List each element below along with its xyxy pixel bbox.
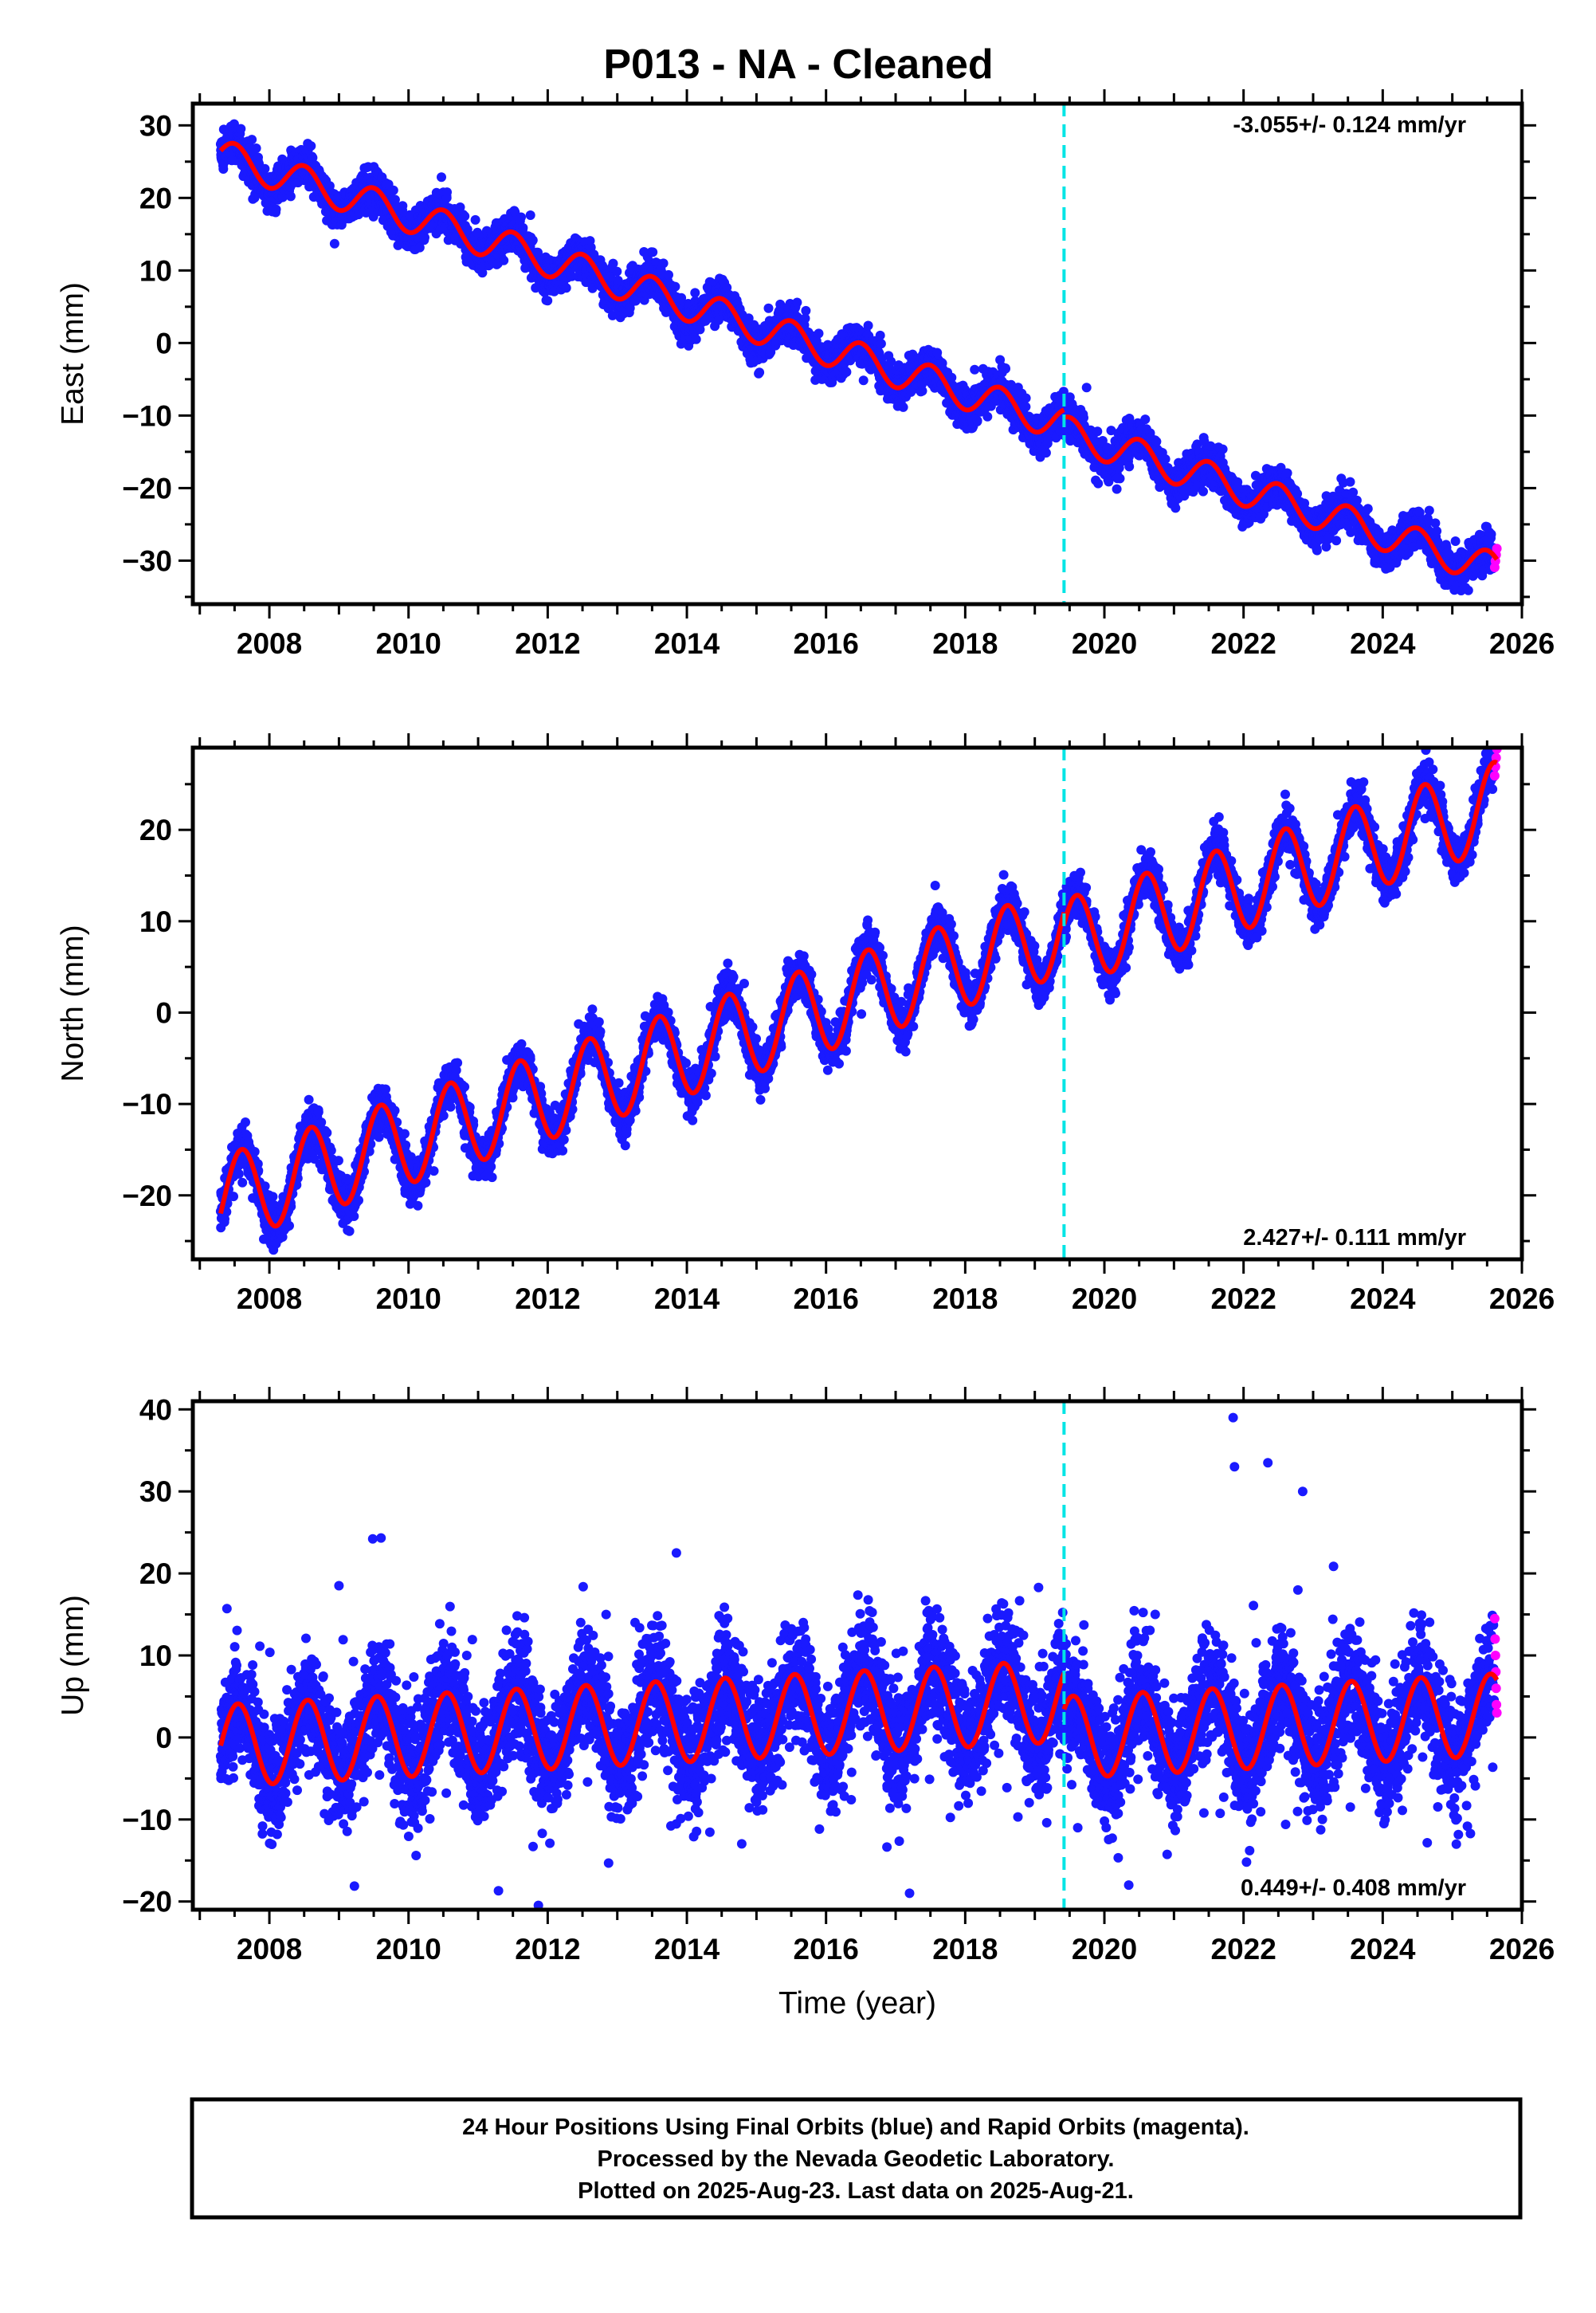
final-orbit-point xyxy=(260,163,270,174)
final-orbit-point xyxy=(972,415,982,426)
final-orbit-point xyxy=(247,135,257,145)
final-orbit-point xyxy=(236,124,246,134)
final-orbit-point xyxy=(561,283,571,293)
final-orbit-point xyxy=(1021,393,1031,403)
final-orbit-point xyxy=(470,214,480,225)
final-orbit-point xyxy=(801,305,811,316)
final-orbit-point xyxy=(455,202,465,212)
final-orbit-point xyxy=(670,281,680,292)
final-orbit-point xyxy=(1021,402,1031,412)
final-orbit-point xyxy=(1001,363,1010,374)
final-orbit-point xyxy=(664,269,673,280)
final-orbit-point xyxy=(285,191,296,202)
final-orbit-point xyxy=(518,222,528,233)
final-orbit-point xyxy=(437,172,446,183)
final-orbit-point xyxy=(414,242,425,253)
final-orbit-point xyxy=(306,141,316,151)
final-orbit-point xyxy=(691,334,701,344)
final-orbit-point xyxy=(460,211,470,222)
final-orbit-point xyxy=(1140,414,1151,425)
plot-area xyxy=(215,104,1502,604)
east-panel: 2008 2010 2012 2014 2016 2018 2020 2022 2024 2026… xyxy=(56,89,1555,660)
final-orbit-point xyxy=(499,255,509,265)
final-orbit-point xyxy=(525,210,535,220)
final-orbit-point xyxy=(398,201,408,211)
final-orbit-point xyxy=(648,247,658,257)
final-orbit-point xyxy=(329,238,339,249)
final-orbit-point xyxy=(308,152,318,163)
final-orbit-point xyxy=(543,296,553,306)
final-orbit-point xyxy=(898,402,908,412)
final-orbit-point xyxy=(814,328,824,339)
final-orbit-point xyxy=(271,204,281,214)
final-orbit-point xyxy=(420,233,429,242)
final-orbit-point xyxy=(863,320,873,331)
figure-title: P013 - NA - Cleaned xyxy=(603,41,993,88)
final-orbit-point xyxy=(516,212,526,222)
final-orbit-point xyxy=(1124,461,1135,472)
final-orbit-point xyxy=(388,185,398,195)
final-orbit-point xyxy=(1160,454,1171,464)
final-orbit-point xyxy=(755,367,765,378)
final-orbit-point xyxy=(1041,448,1051,458)
final-orbit-point xyxy=(1115,473,1125,484)
final-orbit-point xyxy=(792,297,802,308)
final-orbit-point xyxy=(527,235,538,245)
final-orbit-point xyxy=(658,258,669,269)
final-orbit-point xyxy=(875,330,885,340)
final-orbit-point xyxy=(1092,426,1103,437)
final-orbit-point xyxy=(982,411,993,422)
final-orbit-point xyxy=(442,187,452,198)
final-orbit-point xyxy=(612,266,622,277)
final-orbit-point xyxy=(841,367,852,377)
final-orbit-point xyxy=(876,339,886,349)
final-orbit-point xyxy=(1093,478,1104,489)
final-orbit-point xyxy=(218,164,229,174)
final-orbit-point xyxy=(917,386,927,396)
final-orbit-point xyxy=(251,143,261,153)
final-orbit-point xyxy=(690,288,700,298)
